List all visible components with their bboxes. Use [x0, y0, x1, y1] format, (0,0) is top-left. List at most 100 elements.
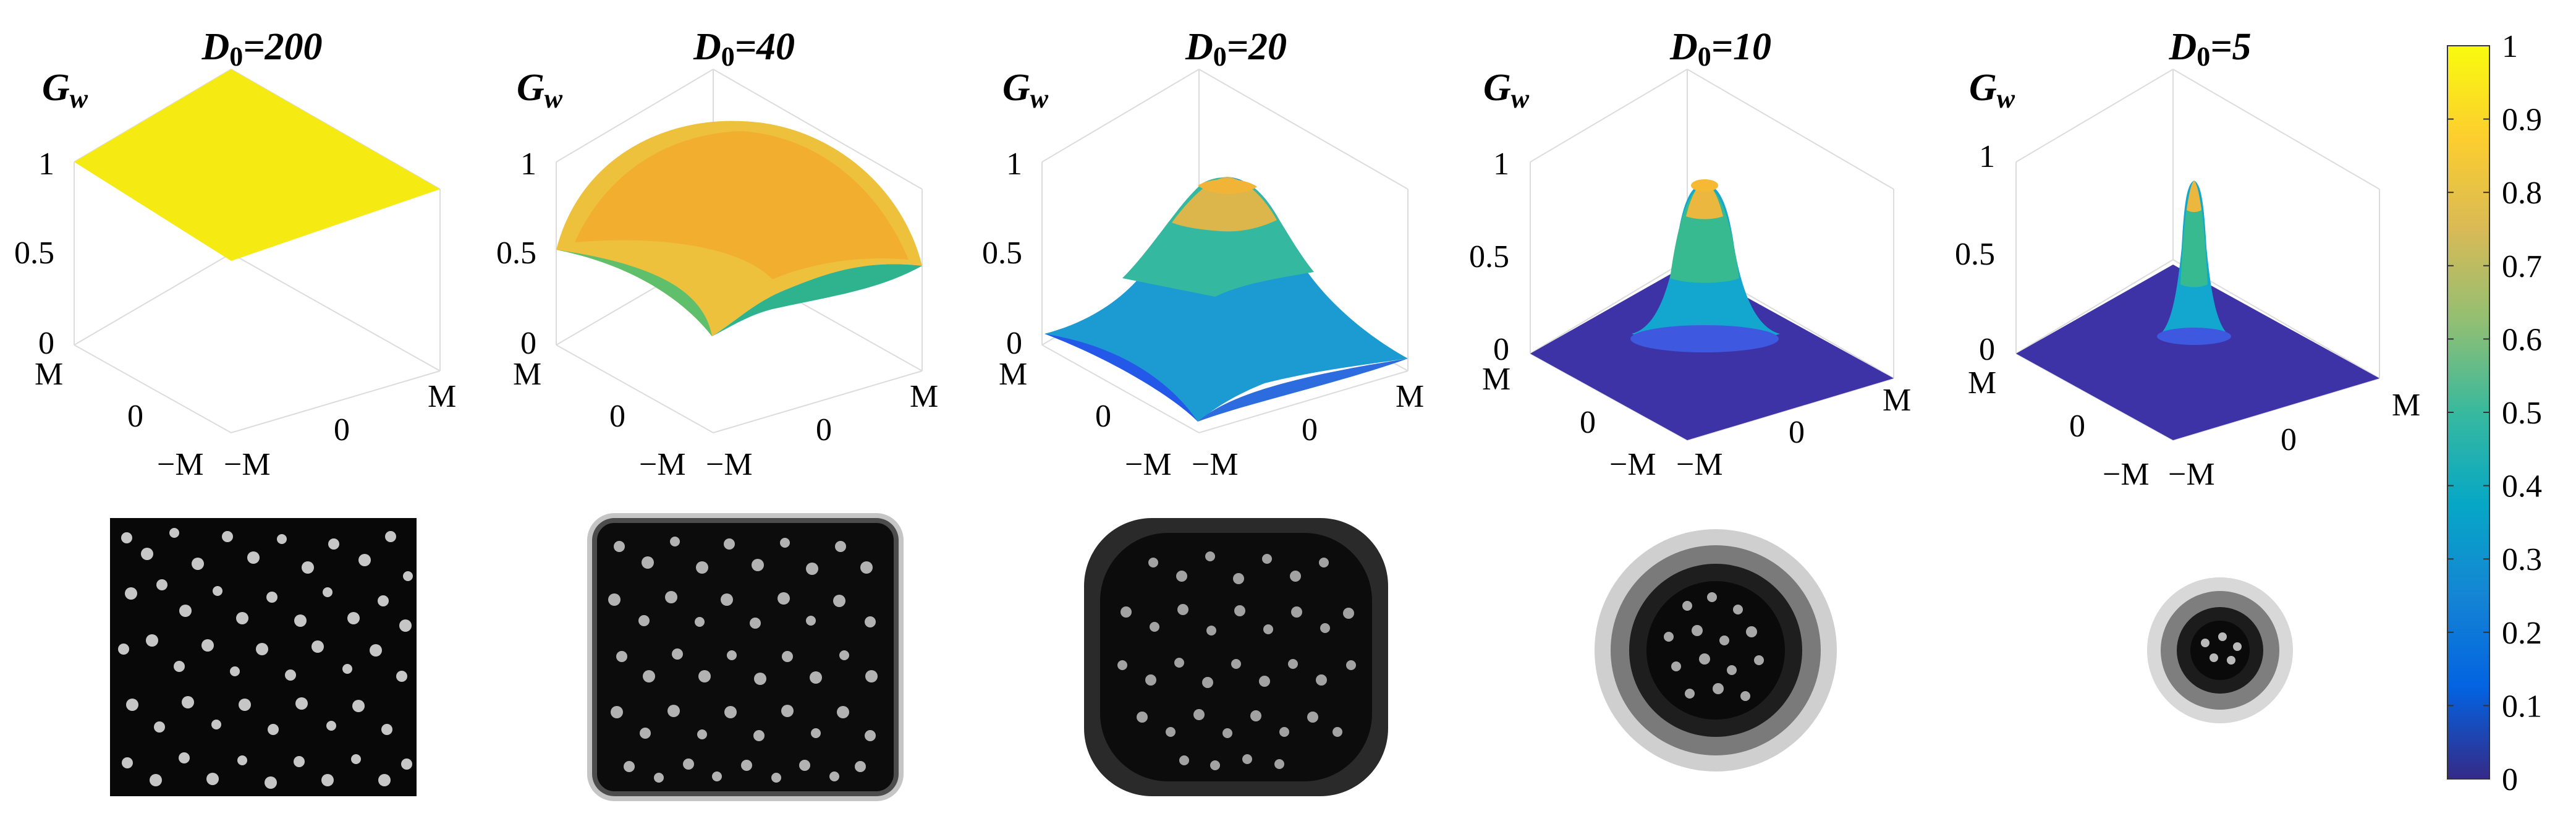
colorbar-tick-label: 0.8 [2502, 176, 2542, 211]
colorbar-tick-label: 0.4 [2502, 469, 2542, 504]
panel-1-surface [74, 69, 440, 261]
panel-2: D0=40 Gw 1 0.5 0 M 0 −M −M 0 M [496, 26, 938, 801]
panel-3-x-tick: M [1396, 379, 1424, 414]
panel-5: D0=5 Gw 1 0.5 0 M 0 −M −M 0 M [1955, 26, 2420, 723]
panel-4-z-tick: 1 [1493, 147, 1509, 182]
panel-2-y-tick: M [513, 357, 541, 392]
panel-1-y-tick: M [35, 357, 63, 392]
panel-4-xy-ticks: M 0 −M −M 0 M [1482, 362, 1911, 482]
panel-4-filtered-image [1595, 529, 1837, 771]
panel-4-z-label: Gw [1483, 67, 1530, 114]
panel-1-z-tick: 0 [38, 326, 54, 361]
panel-5-xy-ticks: M 0 −M −M 0 M [1968, 365, 2420, 492]
panel-1-x-tick: 0 [334, 412, 350, 448]
panel-5-y-tick: −M [2103, 457, 2150, 492]
panel-3: D0=20 Gw 1 0.5 0 M 0 −M −M 0 M [982, 26, 1424, 796]
panel-3-z-label: Gw [1002, 67, 1049, 114]
panel-4-z-ticks: 1 0.5 0 [1469, 147, 1509, 367]
colorbar-tick-label: 0 [2502, 762, 2518, 797]
panel-1-title: D0=200 [201, 26, 322, 72]
panel-1-z-tick: 1 [38, 147, 54, 182]
panel-3-x-tick: −M [1192, 447, 1239, 482]
panel-2-y-tick: −M [639, 447, 686, 482]
colorbar-tick-label: 0.6 [2502, 322, 2542, 357]
panel-4-y-tick: 0 [1580, 405, 1596, 440]
panel-5-surface [2016, 181, 2379, 440]
panel-2-x-tick: −M [706, 447, 753, 482]
panel-2-x-tick: M [910, 379, 938, 414]
panel-3-filtered-image [1084, 518, 1388, 796]
colorbar-tick-label: 0.5 [2502, 396, 2542, 431]
panel-2-z-tick: 0.5 [496, 236, 536, 271]
panel-5-x-tick: −M [2168, 457, 2215, 492]
panel-4-x-tick: M [1883, 383, 1911, 418]
panel-2-filtered-image [587, 513, 904, 801]
panel-4-y-tick: M [1482, 362, 1510, 397]
panel-3-title: D0=20 [1185, 26, 1287, 72]
panel-5-axes-box [2015, 69, 2380, 441]
panel-5-y-tick: 0 [2069, 409, 2085, 444]
panel-3-xy-ticks: M 0 −M −M 0 M [999, 357, 1424, 482]
panel-2-y-tick: 0 [609, 399, 625, 434]
panel-3-y-tick: 0 [1095, 399, 1111, 434]
panel-4: D0=10 Gw 1 0.5 0 M 0 −M −M 0 M [1469, 26, 1911, 771]
panel-3-z-ticks: 1 0.5 0 [982, 147, 1022, 361]
panel-4-x-tick: 0 [1789, 415, 1805, 450]
panel-5-speckles [2201, 632, 2242, 665]
panel-3-y-tick: M [999, 357, 1027, 392]
panel-5-z-tick: 1 [1979, 139, 1995, 174]
panel-1-z-tick: 0.5 [14, 236, 54, 271]
colorbar-gradient [2447, 45, 2490, 780]
panel-3-z-tick: 0.5 [982, 236, 1022, 271]
panel-4-speckles [1664, 592, 1764, 701]
panel-2-z-label: Gw [517, 67, 563, 114]
panel-2-z-tick: 1 [520, 147, 536, 182]
panel-1-speckles [118, 528, 413, 789]
panel-2-z-tick: 0 [520, 326, 536, 361]
colorbar: 0 0.1 0.2 0.3 0.4 0.5 0.6 0.7 0.8 0.9 1 [2447, 29, 2542, 797]
panel-4-z-tick: 0.5 [1469, 239, 1509, 274]
colorbar-tick-label: 0.1 [2502, 689, 2542, 724]
panel-5-filtered-image [2147, 577, 2293, 723]
panel-1-x-tick: −M [224, 447, 271, 482]
panel-4-x-tick: −M [1676, 447, 1723, 482]
colorbar-ticks: 0 0.1 0.2 0.3 0.4 0.5 0.6 0.7 0.8 0.9 1 [2447, 29, 2542, 797]
panel-3-y-tick: −M [1125, 447, 1172, 482]
panel-1: D0=200 Gw 1 0.5 0 M 0 −M −M 0 M [14, 26, 456, 796]
panel-5-z-ticks: 1 0.5 0 [1955, 139, 1995, 367]
colorbar-tick-label: 0.9 [2502, 103, 2542, 138]
panel-1-z-ticks: 1 0.5 0 [14, 147, 54, 361]
panel-1-z-label: Gw [42, 67, 88, 114]
panel-5-x-tick: 0 [2281, 422, 2297, 457]
panel-4-surface [1530, 179, 1894, 440]
panel-3-surface [1044, 177, 1408, 422]
panel-4-z-tick: 0 [1493, 332, 1509, 367]
panel-5-z-tick: 0 [1979, 332, 1995, 367]
panel-4-title: D0=10 [1669, 26, 1771, 72]
colorbar-tick-label: 0.7 [2502, 249, 2542, 284]
panel-2-surface [556, 121, 922, 336]
panel-5-z-tick: 0.5 [1955, 237, 1995, 272]
panel-1-y-tick: −M [157, 447, 204, 482]
panel-5-x-tick: M [2392, 388, 2420, 423]
panel-3-speckles [1117, 551, 1356, 770]
panel-2-x-tick: 0 [816, 412, 832, 448]
panel-1-y-tick: 0 [127, 399, 143, 434]
panel-1-xy-ticks: M 0 −M −M 0 M [35, 357, 456, 482]
panel-1-x-tick: M [428, 379, 456, 414]
colorbar-tick-label: 0.2 [2502, 616, 2542, 651]
panel-3-z-tick: 0 [1006, 326, 1022, 361]
panel-5-y-tick: M [1968, 365, 1996, 401]
panel-2-speckles [608, 537, 878, 783]
panel-2-z-ticks: 1 0.5 0 [496, 147, 536, 361]
panel-3-x-tick: 0 [1302, 412, 1318, 448]
panel-4-y-tick: −M [1609, 447, 1656, 482]
panel-2-title: D0=40 [693, 26, 795, 72]
panel-3-z-tick: 1 [1006, 147, 1022, 182]
panel-5-title: D0=5 [2168, 26, 2251, 72]
panel-5-z-label: Gw [1969, 67, 2015, 114]
panel-1-filtered-image [110, 518, 417, 796]
panel-2-xy-ticks: M 0 −M −M 0 M [513, 357, 938, 482]
colorbar-tick-label: 0.3 [2502, 542, 2542, 577]
